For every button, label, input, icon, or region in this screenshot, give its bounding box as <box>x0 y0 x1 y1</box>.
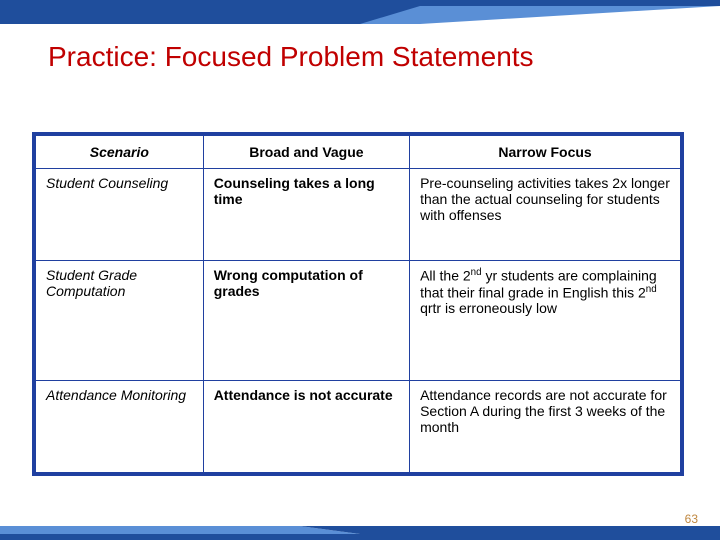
top-banner <box>0 0 720 30</box>
col-header-narrow: Narrow Focus <box>410 136 681 169</box>
cell-narrow: All the 2nd yr students are complaining … <box>410 261 681 381</box>
bottom-banner <box>0 526 720 540</box>
cell-narrow: Pre-counseling activities takes 2x longe… <box>410 169 681 261</box>
col-header-scenario: Scenario <box>36 136 204 169</box>
table-header-row: Scenario Broad and Vague Narrow Focus <box>36 136 681 169</box>
col-header-broad: Broad and Vague <box>203 136 409 169</box>
cell-scenario: Attendance Monitoring <box>36 381 204 473</box>
table-row: Student Grade Computation Wrong computat… <box>36 261 681 381</box>
page-title: Practice: Focused Problem Statements <box>48 40 672 74</box>
cell-broad: Attendance is not accurate <box>203 381 409 473</box>
table-row: Student Counseling Counseling takes a lo… <box>36 169 681 261</box>
cell-scenario: Student Counseling <box>36 169 204 261</box>
cell-scenario: Student Grade Computation <box>36 261 204 381</box>
cell-broad: Counseling takes a long time <box>203 169 409 261</box>
page-number: 63 <box>685 512 698 526</box>
problem-table: Scenario Broad and Vague Narrow Focus St… <box>32 132 684 476</box>
cell-narrow: Attendance records are not accurate for … <box>410 381 681 473</box>
table-row: Attendance Monitoring Attendance is not … <box>36 381 681 473</box>
cell-broad: Wrong computation of grades <box>203 261 409 381</box>
